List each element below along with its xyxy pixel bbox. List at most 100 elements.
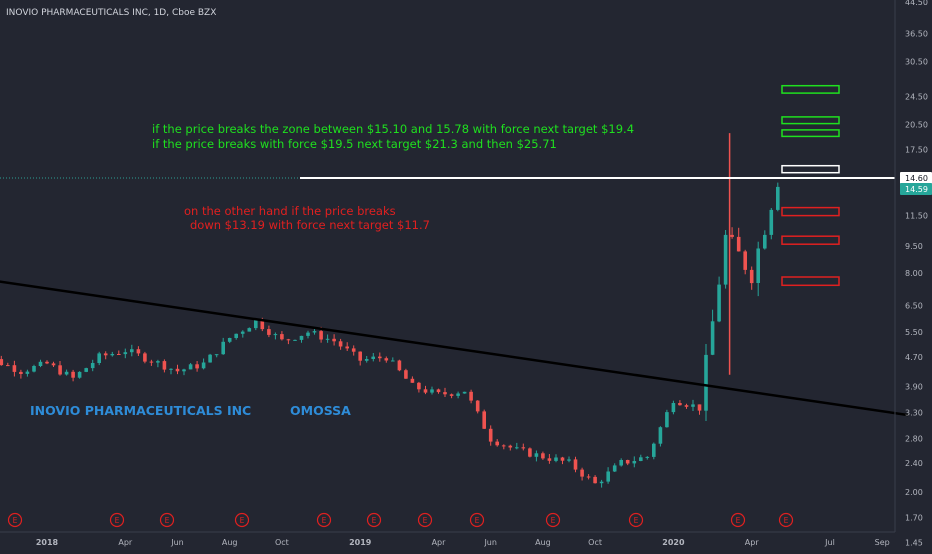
earnings-marker-letter: E xyxy=(165,516,170,525)
price-tick-label: 3.30 xyxy=(905,409,923,418)
last-price-label: 14.59 xyxy=(905,185,928,194)
candle-body xyxy=(378,356,382,359)
earnings-marker-ring[interactable] xyxy=(730,512,746,528)
candle-body xyxy=(593,476,597,484)
candle-body xyxy=(332,338,336,342)
price-tick-label: 11.50 xyxy=(905,212,928,221)
candle-body xyxy=(351,348,356,352)
earnings-marker-ring[interactable] xyxy=(545,512,561,528)
candle-body xyxy=(541,453,545,459)
descending-trendline[interactable] xyxy=(0,277,909,417)
earnings-marker-ring[interactable] xyxy=(628,512,644,528)
candle-body xyxy=(45,361,49,364)
candle-body xyxy=(293,339,297,341)
candle-body xyxy=(645,456,650,458)
candle-body xyxy=(404,370,408,379)
candle-body xyxy=(756,248,760,283)
candle-body xyxy=(280,334,284,340)
candle-body xyxy=(38,361,43,366)
price-tick-label: 6.50 xyxy=(905,302,923,311)
candle-body xyxy=(338,341,343,347)
earnings-marker-ring[interactable] xyxy=(778,512,794,528)
earnings-marker-letter: E xyxy=(784,516,789,525)
earnings-marker-ring[interactable] xyxy=(316,512,332,528)
candle-body xyxy=(515,447,519,449)
target-zone-red[interactable] xyxy=(781,276,840,287)
price-tick-label: 24.50 xyxy=(905,92,928,101)
candle-body xyxy=(364,359,369,361)
candle-body xyxy=(691,404,695,407)
candle-body xyxy=(162,361,167,370)
price-tick-label: 4.70 xyxy=(905,353,923,362)
candle-body xyxy=(149,361,154,363)
candle-body xyxy=(560,457,565,461)
candle-body xyxy=(612,465,617,472)
earnings-marker-ring[interactable] xyxy=(417,512,433,528)
candle-body xyxy=(443,392,447,395)
candle-body xyxy=(195,364,199,369)
candle-body xyxy=(469,391,473,401)
bearish-annotation-line-1: on the other hand if the price breaks xyxy=(184,204,396,218)
candle-body xyxy=(475,400,480,412)
candle-body xyxy=(110,354,115,356)
candle-body xyxy=(103,353,108,356)
candle-body xyxy=(306,332,310,336)
candle-body xyxy=(84,368,88,372)
candle-body xyxy=(501,445,506,447)
candle-body xyxy=(391,360,395,362)
earnings-marker-ring[interactable] xyxy=(7,512,23,528)
price-tick-label: 36.50 xyxy=(905,29,928,38)
candle-body xyxy=(19,371,23,374)
time-axis[interactable]: 2018 Apr Jun Aug Oct 2019 Apr Jun Aug Oct 2020 Apr J… xyxy=(36,538,890,547)
candle-body xyxy=(267,329,271,335)
target-zone-white[interactable] xyxy=(781,164,840,174)
earnings-marker-ring[interactable] xyxy=(366,512,382,528)
watermark-author: OMOSSA xyxy=(290,403,351,418)
candle-body xyxy=(632,461,637,464)
earnings-marker-letter: E xyxy=(423,516,428,525)
price-tick-label: 17.50 xyxy=(905,145,928,154)
candle-body xyxy=(247,328,252,332)
candle-body xyxy=(704,354,708,411)
candle-body xyxy=(260,320,265,330)
candle-body xyxy=(221,341,225,355)
candle-body xyxy=(32,366,36,372)
bearish-annotation-line-2: down $13.19 with force next target $11.7 xyxy=(190,218,430,232)
price-tick-label: 30.50 xyxy=(905,58,928,67)
target-zone-green[interactable] xyxy=(781,129,840,138)
candle-body xyxy=(234,333,238,338)
candle-body xyxy=(749,269,754,284)
candle-body xyxy=(371,356,375,359)
time-tick-label: Aug xyxy=(222,538,238,547)
candle-body xyxy=(769,209,774,235)
candle-body xyxy=(730,234,734,237)
price-axis[interactable]: 52.5044.5036.5030.5024.5020.5017.5011.50… xyxy=(905,0,928,550)
time-tick-label: Jun xyxy=(483,538,497,547)
earnings-marker-letter: E xyxy=(240,516,245,525)
candle-body xyxy=(436,389,441,393)
candle-body xyxy=(240,331,245,334)
candle-body xyxy=(580,469,584,477)
candle-body xyxy=(678,403,682,406)
earnings-marker-ring[interactable] xyxy=(109,512,125,528)
candle-body xyxy=(325,338,330,340)
target-zone-red[interactable] xyxy=(781,235,840,245)
candle-body xyxy=(763,234,767,249)
earnings-marker-ring[interactable] xyxy=(469,512,485,528)
target-zone-green[interactable] xyxy=(781,116,840,125)
target-zone-green[interactable] xyxy=(781,84,840,94)
target-zone-red[interactable] xyxy=(781,206,840,217)
time-tick-label: Oct xyxy=(588,538,602,547)
price-tick-label: 2.00 xyxy=(905,488,923,497)
earnings-marker-ring[interactable] xyxy=(234,512,250,528)
earnings-marker-ring[interactable] xyxy=(159,512,175,528)
candle-body xyxy=(123,352,128,355)
candle-body xyxy=(0,359,4,366)
candle-body xyxy=(606,471,610,482)
candle-body xyxy=(58,365,62,375)
time-tick-label: Aug xyxy=(535,538,551,547)
